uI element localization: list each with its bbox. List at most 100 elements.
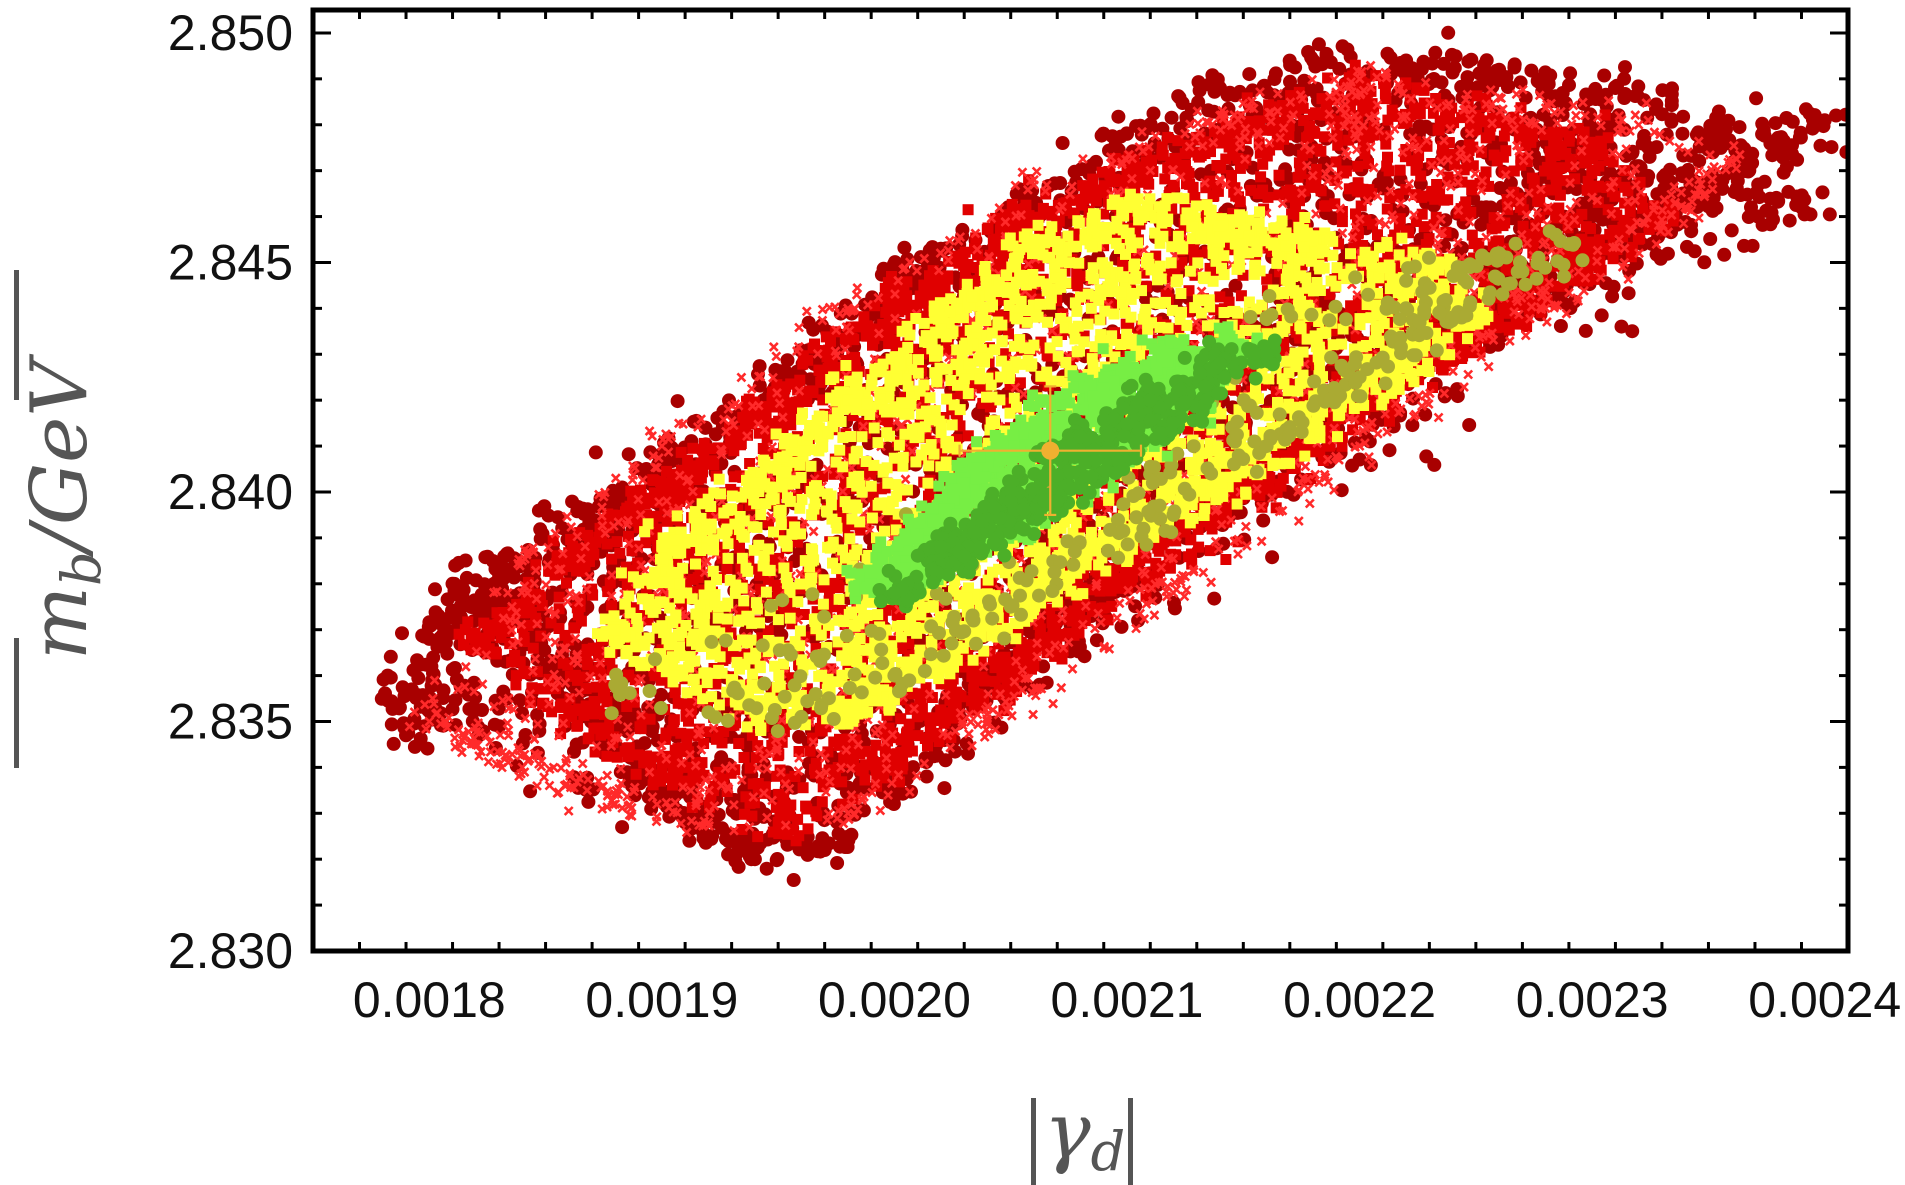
data-point xyxy=(1785,114,1800,129)
data-point xyxy=(395,626,409,641)
data-point xyxy=(621,447,636,462)
data-point xyxy=(1418,407,1433,422)
data-point xyxy=(1621,286,1636,301)
data-point xyxy=(492,567,507,582)
data-point xyxy=(535,526,550,541)
data-point xyxy=(1625,324,1640,339)
data-point xyxy=(733,738,745,749)
data-point xyxy=(759,861,774,876)
data-point xyxy=(1382,443,1397,458)
data-point xyxy=(1752,190,1767,205)
data-point xyxy=(1614,319,1629,334)
data-point xyxy=(422,631,437,646)
data-point xyxy=(1191,95,1206,110)
data-point xyxy=(1071,644,1086,659)
data-point xyxy=(453,628,465,640)
data-point xyxy=(1737,238,1751,253)
data-point xyxy=(1273,169,1285,181)
data-point xyxy=(527,642,539,654)
data-point xyxy=(1741,210,1756,224)
data-point xyxy=(1676,109,1691,124)
data-point xyxy=(770,852,785,866)
data-point xyxy=(1660,246,1675,261)
data-point xyxy=(1283,74,1297,89)
data-point xyxy=(1053,176,1068,190)
data-point xyxy=(512,693,527,708)
data-point xyxy=(1782,213,1797,228)
data-point xyxy=(582,529,594,541)
data-point xyxy=(1437,389,1452,404)
data-point xyxy=(407,739,422,754)
data-point xyxy=(752,831,764,843)
data-point xyxy=(1465,206,1477,218)
data-point xyxy=(959,736,974,751)
data-point xyxy=(580,502,595,517)
data-point xyxy=(1553,319,1568,333)
data-point xyxy=(1617,71,1632,86)
data-point xyxy=(1450,389,1465,404)
data-point xyxy=(1813,138,1828,153)
data-point xyxy=(1191,75,1206,90)
data-point xyxy=(800,800,812,812)
data-point xyxy=(440,646,455,661)
data-point xyxy=(810,757,822,769)
data-point xyxy=(1751,177,1766,192)
data-point xyxy=(497,549,512,564)
data-point xyxy=(1426,158,1438,169)
data-point xyxy=(1701,126,1716,141)
data-point xyxy=(838,840,853,854)
data-point xyxy=(561,577,572,589)
data-point xyxy=(1692,154,1707,168)
data-point xyxy=(375,691,390,706)
data-point xyxy=(747,852,762,867)
data-point xyxy=(830,856,845,870)
data-point xyxy=(672,697,684,709)
data-point xyxy=(1822,207,1837,222)
data-point xyxy=(397,689,412,704)
data-point xyxy=(806,322,821,337)
data-point xyxy=(1114,619,1129,634)
data-point xyxy=(1414,62,1429,76)
data-point xyxy=(1507,57,1522,72)
data-point xyxy=(1419,119,1434,134)
data-point xyxy=(606,553,618,565)
data-point xyxy=(1120,126,1134,141)
data-point xyxy=(1436,56,1451,71)
data-point xyxy=(1434,75,1449,90)
data-point xyxy=(541,508,556,523)
data-point xyxy=(581,794,596,809)
data-point xyxy=(1399,53,1414,68)
data-point xyxy=(816,796,828,808)
data-point xyxy=(792,729,807,744)
data-point xyxy=(1441,25,1456,40)
data-point xyxy=(1675,126,1690,141)
data-point xyxy=(1597,68,1612,83)
data-point xyxy=(1721,113,1736,128)
data-point xyxy=(1267,72,1282,87)
data-point xyxy=(1664,112,1679,127)
data-point xyxy=(1697,255,1712,270)
data-point xyxy=(721,563,733,575)
data-point xyxy=(1306,53,1321,68)
data-point xyxy=(1649,140,1664,155)
data-point xyxy=(731,859,746,874)
data-point xyxy=(1733,188,1748,202)
data-point xyxy=(1563,66,1578,81)
data-point xyxy=(445,662,460,677)
data-point xyxy=(817,843,832,857)
data-point xyxy=(1769,190,1784,205)
data-point xyxy=(1345,300,1357,312)
data-point xyxy=(588,445,603,460)
data-point xyxy=(606,600,618,612)
data-point xyxy=(1159,173,1171,185)
data-point xyxy=(448,558,463,573)
data-point xyxy=(1288,60,1303,75)
data-point xyxy=(1790,152,1805,167)
data-point xyxy=(376,672,391,687)
data-point xyxy=(919,769,934,784)
data-point xyxy=(1242,67,1257,82)
data-point xyxy=(1462,418,1477,432)
data-point xyxy=(1255,171,1267,183)
data-point xyxy=(1687,244,1702,259)
